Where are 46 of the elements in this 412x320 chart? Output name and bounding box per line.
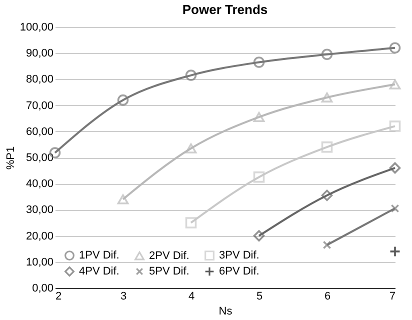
point xyxy=(185,217,197,228)
point xyxy=(390,204,400,213)
legend-label: 2PV Dif. xyxy=(149,250,190,262)
y-tick-label: 80,00 xyxy=(26,74,54,86)
y-tick-label: 30,00 xyxy=(26,204,54,216)
x-tick-label: 4 xyxy=(188,290,195,302)
legend-label: 1PV Dif. xyxy=(79,250,120,262)
y-axis-title: %P1 xyxy=(4,146,17,170)
x-tick-label: 6 xyxy=(324,290,331,302)
point xyxy=(389,42,401,54)
point xyxy=(253,112,265,122)
point xyxy=(389,162,401,174)
legend-label: 6PV Dif. xyxy=(219,266,260,278)
point xyxy=(185,143,197,154)
legend-label: 5PV Dif. xyxy=(149,266,190,278)
y-tick-label: 70,00 xyxy=(26,100,54,112)
y-tick-label: 50,00 xyxy=(26,152,54,164)
point xyxy=(389,120,401,132)
point xyxy=(117,194,129,204)
point xyxy=(389,79,401,90)
x-tick-label: 2 xyxy=(56,290,62,302)
y-tick-label: 60,00 xyxy=(26,126,54,138)
y-tick-label: 40,00 xyxy=(26,178,54,190)
x-axis-title: Ns xyxy=(218,306,233,318)
point xyxy=(253,56,265,68)
x-tick-label: 7 xyxy=(389,290,396,302)
point xyxy=(185,70,197,81)
x-tick-label: 5 xyxy=(256,290,263,302)
y-tick-label: 20,00 xyxy=(26,230,54,242)
y-tick-label: 10,00 xyxy=(26,256,54,268)
point xyxy=(389,246,401,258)
point xyxy=(253,171,265,183)
point xyxy=(321,141,333,153)
chart-title: Power Trends xyxy=(182,2,268,17)
point xyxy=(322,240,332,250)
point xyxy=(321,92,333,102)
point xyxy=(321,48,333,60)
point xyxy=(321,190,333,201)
legend-label: 4PV Dif. xyxy=(79,266,120,278)
point xyxy=(253,230,265,242)
point xyxy=(117,94,129,106)
x-tick-label: 3 xyxy=(120,290,127,302)
y-tick-label: 100,00 xyxy=(20,22,54,34)
y-tick-label: 0,00 xyxy=(32,282,54,294)
legend-label: 3PV Dif. xyxy=(219,250,260,262)
y-tick-label: 90,00 xyxy=(26,48,54,60)
